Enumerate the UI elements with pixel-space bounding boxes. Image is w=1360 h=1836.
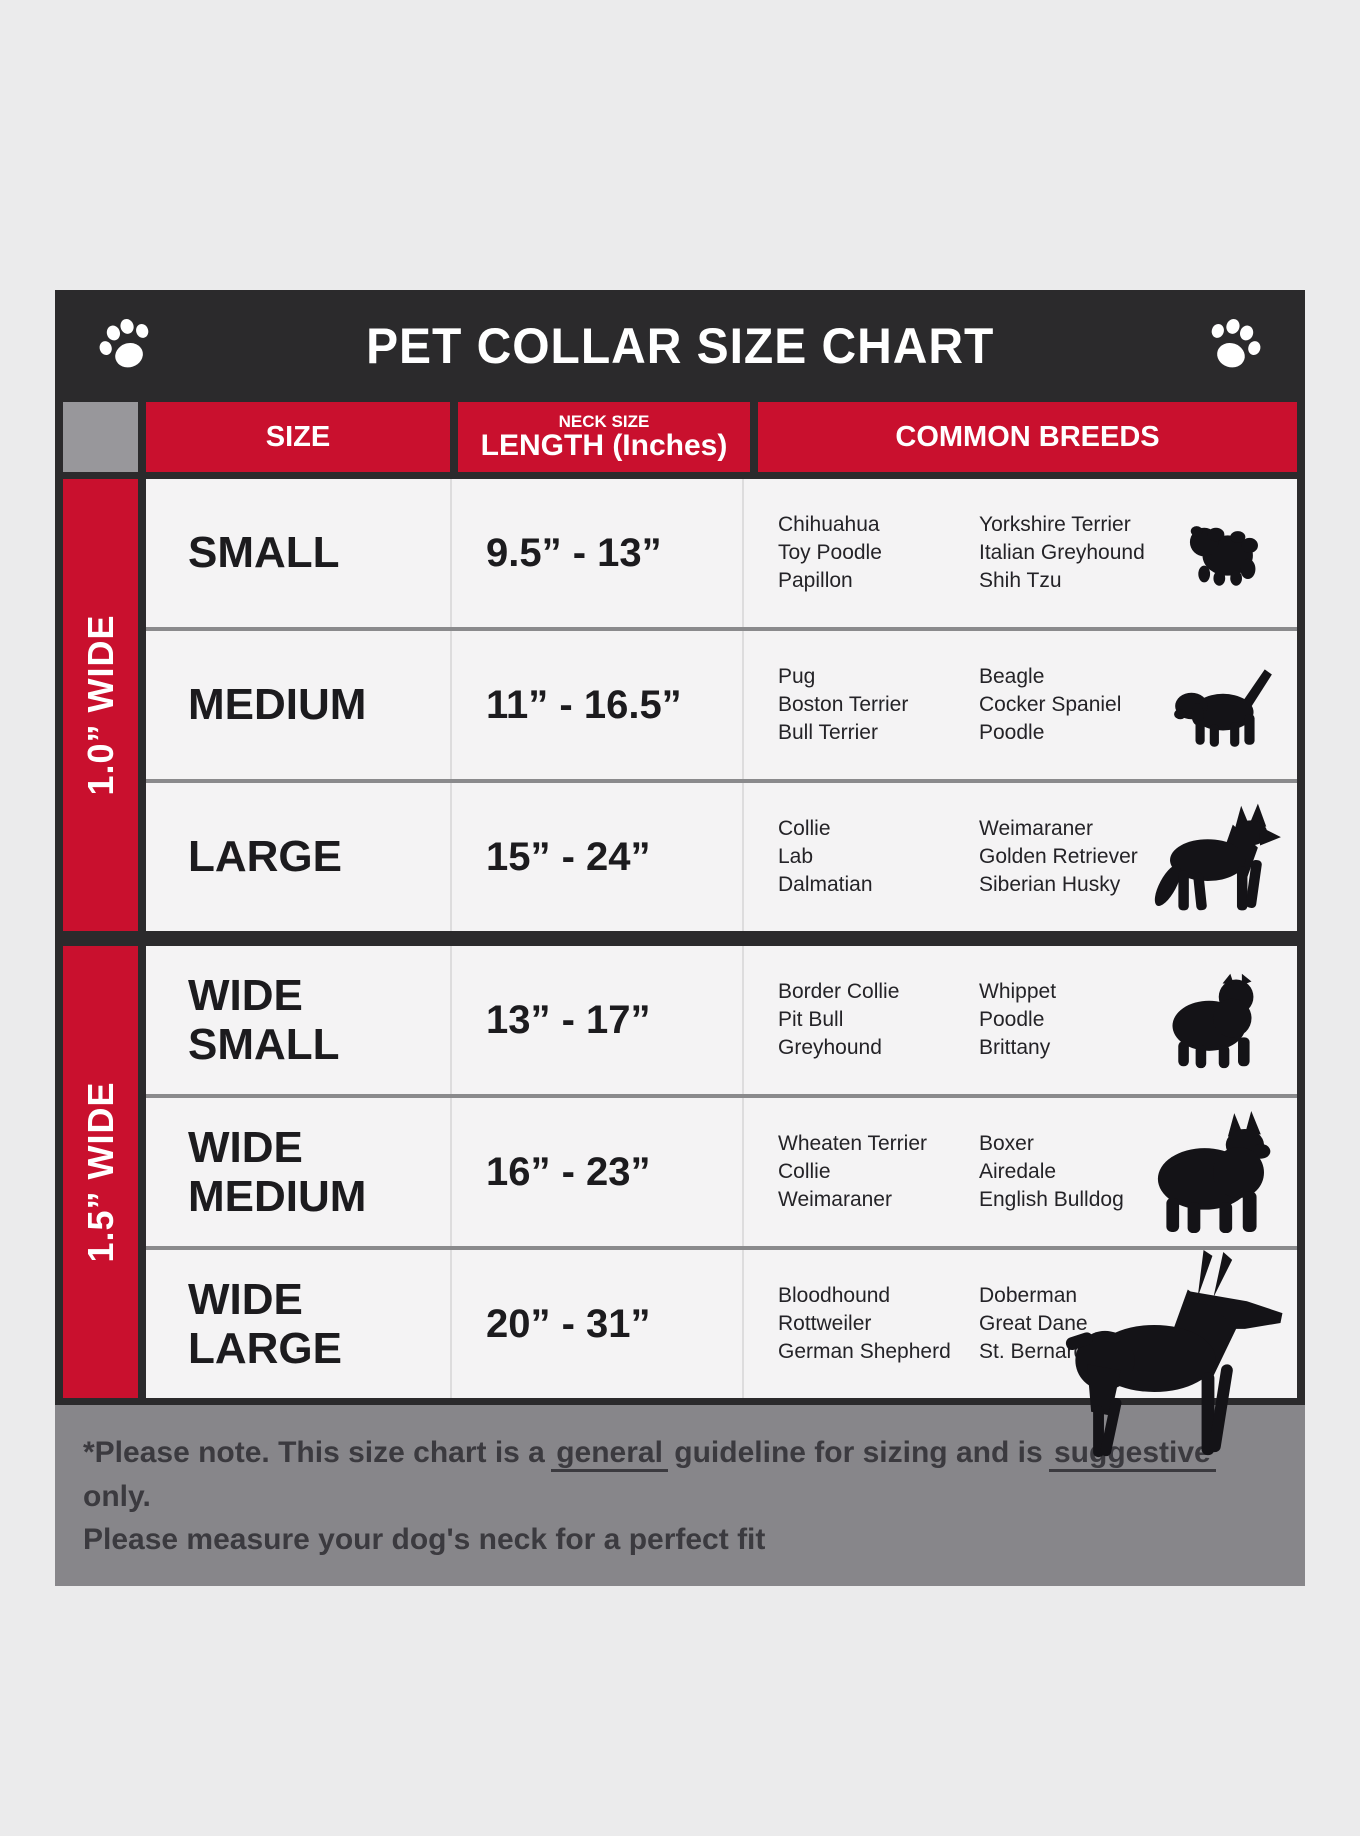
breed-list-right: Boxer Airedale English Bulldog — [979, 1132, 1124, 1211]
size-cell: WIDE SMALL — [188, 970, 340, 1069]
size-cell: LARGE — [188, 832, 342, 882]
group-rows: SMALL 9.5” - 13” Chihuahua Toy Poodle Pa… — [146, 479, 1297, 931]
length-cell: 13” - 17” — [450, 946, 742, 1094]
breeds-cell: Bloodhound Rottweiler German Shepherd Do… — [742, 1250, 1297, 1458]
breeds-cell: Border Collie Pit Bull Greyhound Whippet… — [742, 946, 1297, 1094]
corner-cell — [63, 402, 138, 472]
group-sidebar: 1.5” WIDE — [63, 946, 138, 1398]
length-cell: 11” - 16.5” — [450, 631, 742, 779]
group-label: 1.5” WIDE — [79, 1081, 121, 1263]
size-group-1-inch-wide: 1.0” WIDE SMALL 9.5” - 13” Chihuahua Toy… — [63, 479, 1297, 931]
paw-icon — [1203, 314, 1267, 378]
neck-size-label: NECK SIZE — [558, 411, 650, 431]
length-cell: 16” - 23” — [450, 1098, 742, 1246]
length-cell: 20” - 31” — [450, 1250, 742, 1398]
group-label: 1.0” WIDE — [79, 614, 121, 796]
table-row-large: LARGE 15” - 24” Collie Lab Dalmatian Wei… — [146, 779, 1297, 931]
breed-list-right: Doberman Great Dane St. Bernard — [979, 1284, 1088, 1363]
breed-list-left: Border Collie Pit Bull Greyhound — [778, 980, 900, 1059]
shih-tzu-silhouette-icon — [1179, 511, 1263, 595]
breed-list-right: Whippet Poodle Brittany — [979, 980, 1057, 1059]
breeds-cell: Collie Lab Dalmatian Weimaraner Golden R… — [742, 783, 1297, 931]
note-text: *Please note. This size chart is a — [83, 1436, 545, 1469]
size-group-1-5-inch-wide: 1.5” WIDE WIDE SMALL 13” - 17” Border Co… — [63, 946, 1297, 1458]
length-cell: 9.5” - 13” — [450, 479, 742, 627]
column-header-breeds: COMMON BREEDS — [758, 402, 1297, 472]
doberman-silhouette-icon — [1053, 1250, 1291, 1462]
table-row-small: SMALL 9.5” - 13” Chihuahua Toy Poodle Pa… — [146, 479, 1297, 627]
size-cell: WIDE LARGE — [188, 1274, 342, 1373]
beagle-silhouette-icon — [1167, 659, 1279, 751]
breed-list-right: Weimaraner Golden Retriever Siberian Hus… — [979, 817, 1138, 896]
column-header-row: SIZE NECK SIZE LENGTH (Inches) COMMON BR… — [55, 402, 1305, 472]
chart-title: PET COLLAR SIZE CHART — [365, 318, 995, 374]
paw-icon — [93, 314, 157, 378]
size-cell: MEDIUM — [188, 680, 367, 730]
breeds-cell: Wheaten Terrier Collie Weimaraner Boxer … — [742, 1098, 1297, 1246]
size-cell: SMALL — [188, 528, 340, 578]
shepherd-silhouette-icon — [1147, 799, 1283, 915]
breeds-cell: Pug Boston Terrier Bull Terrier Beagle C… — [742, 631, 1297, 779]
note-line-1: *Please note. This size chart is a gener… — [83, 1431, 1277, 1518]
table-row-wide-medium: WIDE MEDIUM 16” - 23” Wheaten Terrier Co… — [146, 1094, 1297, 1246]
note-underlined-word: general — [551, 1436, 668, 1472]
table-body: 1.0” WIDE SMALL 9.5” - 13” Chihuahua Toy… — [55, 479, 1305, 1458]
table-row-medium: MEDIUM 11” - 16.5” Pug Boston Terrier Bu… — [146, 627, 1297, 779]
size-cell: WIDE MEDIUM — [188, 1122, 367, 1221]
pit-bull-silhouette-icon — [1159, 969, 1265, 1071]
note-text: only. — [83, 1479, 151, 1513]
note-underlined-word: suggestive — [1049, 1436, 1216, 1472]
breed-list-right: Yorkshire Terrier Italian Greyhound Shih… — [979, 513, 1145, 592]
length-label: LENGTH (Inches) — [480, 429, 728, 463]
column-header-length: NECK SIZE LENGTH (Inches) — [458, 402, 750, 472]
column-header-size: SIZE — [146, 402, 450, 472]
length-cell: 15” - 24” — [450, 783, 742, 931]
table-row-wide-large: WIDE LARGE 20” - 31” Bloodhound Rottweil… — [146, 1246, 1297, 1458]
breed-list-left: Bloodhound Rottweiler German Shepherd — [778, 1284, 951, 1363]
table-row-wide-small: WIDE SMALL 13” - 17” Border Collie Pit B… — [146, 946, 1297, 1094]
chart-title-bar: PET COLLAR SIZE CHART — [55, 290, 1305, 402]
group-sidebar: 1.0” WIDE — [63, 479, 138, 931]
pet-collar-size-chart: PET COLLAR SIZE CHART SIZE NECK SIZE LEN… — [55, 290, 1305, 1586]
note-line-2: Please measure your dog's neck for a per… — [83, 1523, 766, 1556]
breed-list-right: Beagle Cocker Spaniel Poodle — [979, 665, 1122, 744]
group-rows: WIDE SMALL 13” - 17” Border Collie Pit B… — [146, 946, 1297, 1458]
breed-list-left: Collie Lab Dalmatian — [778, 817, 873, 896]
note-text: guideline for sizing and is — [674, 1436, 1043, 1469]
breed-list-left: Wheaten Terrier Collie Weimaraner — [778, 1132, 928, 1211]
breed-list-left: Pug Boston Terrier Bull Terrier — [778, 665, 909, 744]
breeds-cell: Chihuahua Toy Poodle Papillon Yorkshire … — [742, 479, 1297, 627]
boxer-silhouette-icon — [1139, 1111, 1285, 1233]
breed-list-left: Chihuahua Toy Poodle Papillon — [778, 513, 882, 592]
